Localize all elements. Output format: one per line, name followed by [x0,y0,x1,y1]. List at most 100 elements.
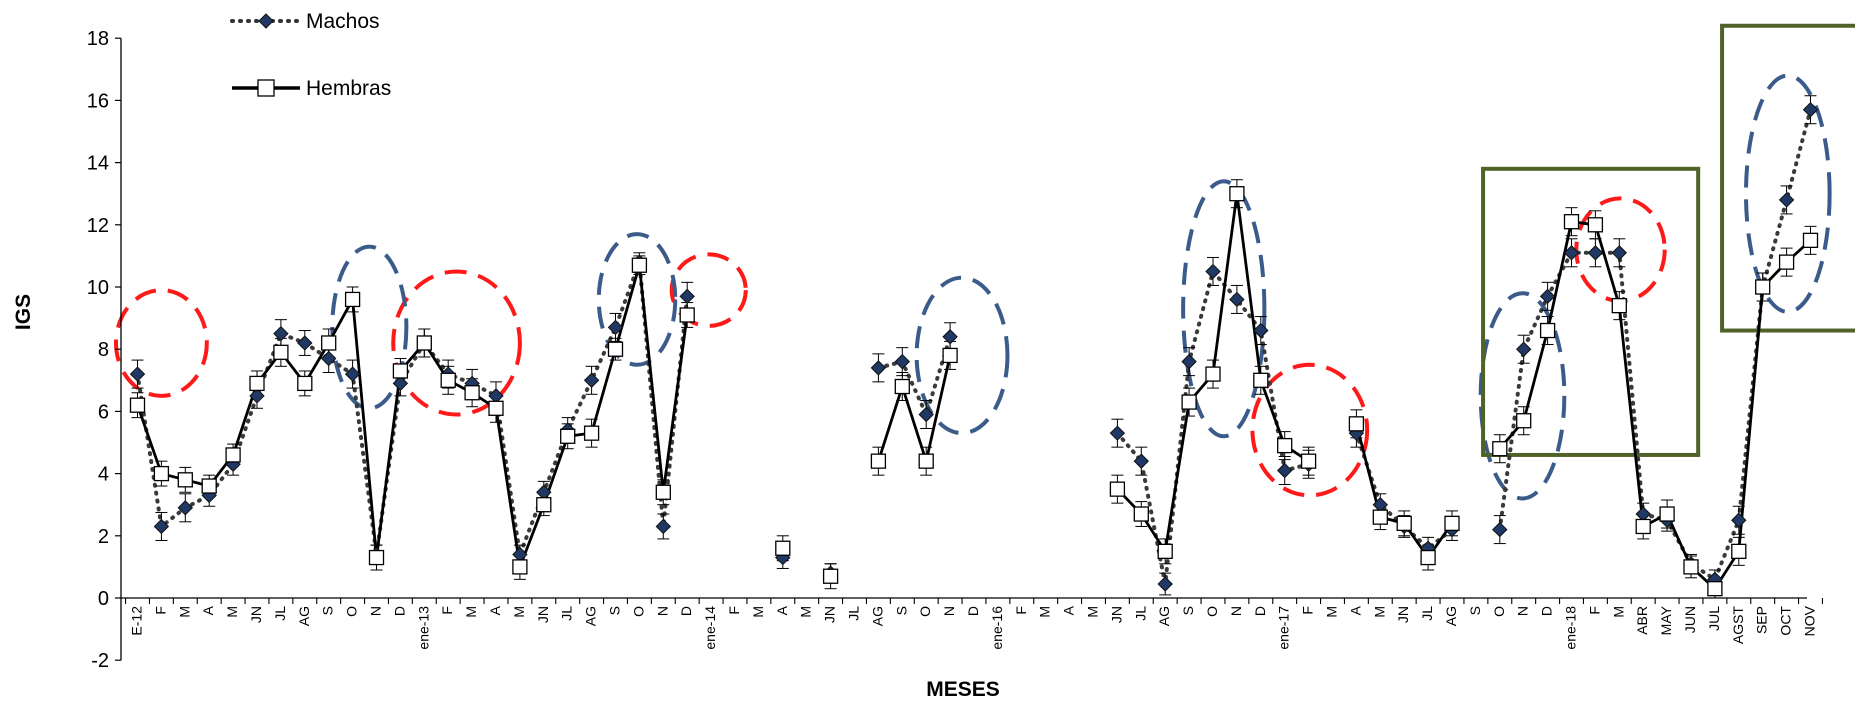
x-tick-label: JL [1132,606,1148,621]
x-tick-label: M [463,606,479,618]
machos-point [1205,263,1221,280]
x-tick-label: D [965,606,981,616]
x-tick-label: SEP [1754,606,1770,634]
hembras-point [1492,441,1508,457]
x-tick-label: JUN [1682,606,1698,633]
x-tick-label: S [1467,606,1483,615]
machos-point [679,288,695,305]
y-axis-title: IGS [12,294,35,330]
machos-point [583,372,600,389]
x-tick-label: E-12 [129,606,145,636]
hembras-point [273,344,289,360]
x-tick-label: A [1347,605,1363,615]
machos-point [1611,245,1628,261]
x-tick-label: N [941,606,957,616]
x-tick-label: A [1061,605,1077,615]
y-tick-label: 0 [98,588,109,610]
hembras-point [1659,506,1675,522]
machos-point [249,388,265,404]
hembras-point [1539,322,1556,339]
x-tick-label: D [1252,606,1268,616]
hembras-point [1420,549,1436,566]
machos-point [129,366,146,382]
hembras-point [1348,416,1365,432]
x-tick-label: ABR [1634,606,1650,635]
machos-point [1563,245,1580,261]
x-tick-label: N [654,606,670,616]
x-tick-label: JN [822,606,838,623]
machos-point [1778,192,1795,208]
hembras-point [1300,453,1317,469]
annotations-layer [113,23,1855,501]
x-tick-label: JN [535,606,551,623]
hembras-point [1635,518,1651,535]
hembras-point [1516,413,1532,429]
y-tick-label: 18 [87,28,109,50]
legend-machos-label: Machos [306,10,380,33]
machos-point [1133,453,1150,469]
red-dashed-ellipse [1250,362,1370,498]
machos-line [1115,269,1311,587]
x-tick-label: S [320,606,336,615]
y-tick-label: 6 [98,401,109,423]
hembras-point [392,363,409,379]
y-tick-label: 8 [98,339,109,361]
hembras-point [1683,559,1699,575]
machos-point [273,325,289,342]
red-dashed-ellipse [113,288,209,398]
machos-point [153,518,170,535]
x-tick-label: M [1371,606,1387,618]
x-tick-label: O [1491,606,1507,617]
red-dashed-ellipse [391,269,522,417]
blue-dashed-ellipse [1478,291,1567,501]
y-tick-label: -2 [91,650,109,672]
x-tick-label: A [774,605,790,615]
hembras-point [177,472,193,488]
hembras-point [153,465,170,482]
x-tick-label: NOV [1802,605,1818,636]
hembras-point [1372,509,1388,525]
hembras-line [136,263,689,569]
machos-point [1253,322,1269,339]
hembras-point [1205,366,1221,382]
y-tick-label: 2 [98,526,109,548]
hembras-point [1229,186,1245,202]
hembras-point [655,484,671,500]
machos-point [1539,288,1556,305]
machos-point [655,518,672,535]
x-tick-label: S [893,606,909,615]
x-tick-label: F [726,606,742,615]
x-tick-label: M [1324,606,1340,618]
hembras-point [822,568,839,584]
hembras-point [1802,232,1819,249]
x-tick-label: ene-17 [1276,606,1292,650]
x-tick-label: O [917,606,933,617]
x-tick-label: AG [583,606,599,626]
machos-point [1276,462,1293,479]
x-tick-label: M [1037,606,1053,618]
machos-point [344,366,361,382]
machos-point [1802,102,1819,118]
y-tick-label: 16 [87,90,109,112]
x-tick-label: A [487,605,503,615]
x-axis-title: MESES [926,678,1000,701]
machos-point [1587,245,1604,261]
legend-hembras-marker [257,79,275,97]
x-tick-label: M [1085,606,1101,618]
hembras-point [129,397,146,413]
hembras-point [488,400,504,416]
hembras-point [1109,481,1126,497]
x-tick-label: D [1539,606,1555,616]
x-tick-label: JL [846,606,862,621]
hembras-line [1498,220,1812,591]
red-dashed-ellipse [669,252,748,328]
blue-dashed-ellipse [1181,179,1267,439]
y-tick-label: 12 [87,215,109,237]
x-tick-label: F [1586,606,1602,615]
x-tick-label: M [511,606,527,618]
x-tick-label: N [368,606,384,616]
x-tick-label: JN [248,606,264,623]
hembras-point [536,497,552,513]
hembras-point [775,540,791,556]
